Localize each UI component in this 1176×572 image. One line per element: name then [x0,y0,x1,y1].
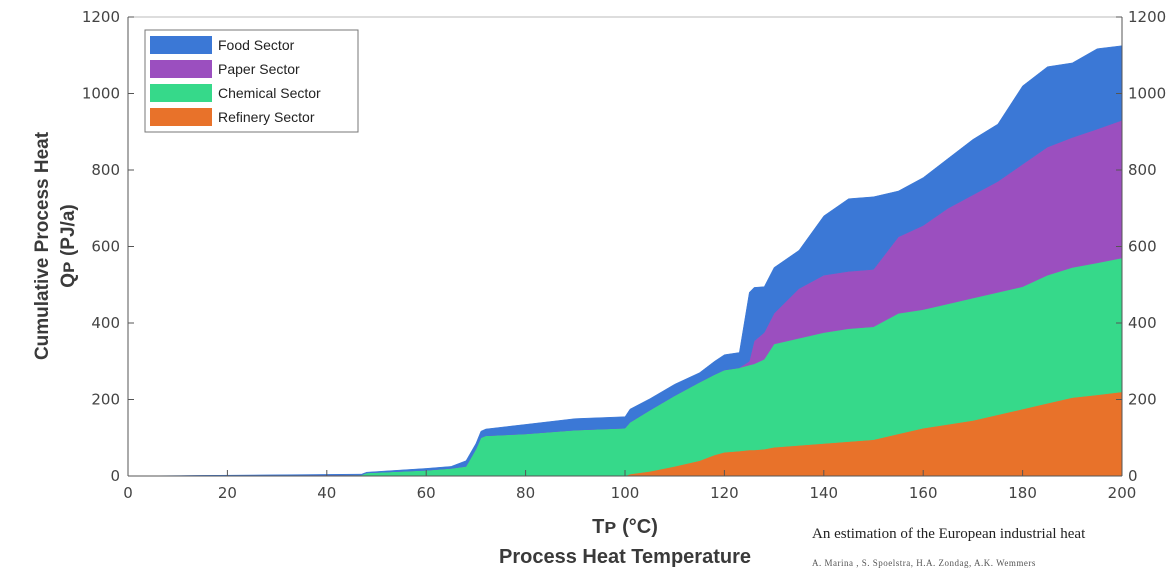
y-tick-label-right: 600 [1128,238,1157,256]
legend-label-refinery-sector: Refinery Sector [218,109,315,125]
y-tick-label-right: 1200 [1128,8,1166,26]
y-tick-label-right: 200 [1128,391,1157,409]
legend-label-paper-sector: Paper Sector [218,61,300,77]
y-tick-label-right: 800 [1128,161,1157,179]
y-tick-label-right: 0 [1128,467,1138,485]
x-tick-label: 180 [1008,484,1037,502]
y-tick-label-left: 800 [91,161,120,179]
x-tick-label: 60 [417,484,436,502]
x-tick-label: 200 [1108,484,1137,502]
y-tick-label-left: 600 [91,238,120,256]
x-tick-label: 120 [710,484,739,502]
y-axis-label-line2: Qᴘ (PJ/a) [58,204,79,287]
y-tick-label-right: 1000 [1128,85,1166,103]
y-axis-label-line1: Cumulative Process Heat [32,131,53,360]
y-tick-label-left: 400 [91,314,120,332]
y-ticks-right: 0 200 400 600 800 1000 1200 [1116,8,1166,485]
legend-label-food-sector: Food Sector [218,37,295,53]
x-tick-label: 80 [516,484,535,502]
x-axis-label-line1: Tᴘ (°C) [592,516,658,538]
y-ticks-left: 0 200 400 600 800 1000 1200 [82,8,134,485]
legend-label-chemical-sector: Chemical Sector [218,85,321,101]
x-tick-label: 20 [218,484,237,502]
x-tick-label: 140 [809,484,838,502]
legend-swatch-refinery-sector [150,108,212,126]
x-tick-label: 0 [123,484,133,502]
y-tick-label-left: 1200 [82,8,120,26]
x-tick-label: 160 [909,484,938,502]
legend: Food Sector Paper Sector Chemical Sector Re… [145,30,358,132]
legend-swatch-chemical-sector [150,84,212,102]
x-tick-label: 100 [611,484,640,502]
y-tick-label-right: 400 [1128,314,1157,332]
legend-swatch-paper-sector [150,60,212,78]
y-tick-label-left: 200 [91,391,120,409]
legend-swatch-food-sector [150,36,212,54]
x-tick-label: 40 [317,484,336,502]
y-tick-label-left: 1000 [82,85,120,103]
x-axis-label-line2: Process Heat Temperature [499,546,751,568]
y-tick-label-left: 0 [110,467,120,485]
